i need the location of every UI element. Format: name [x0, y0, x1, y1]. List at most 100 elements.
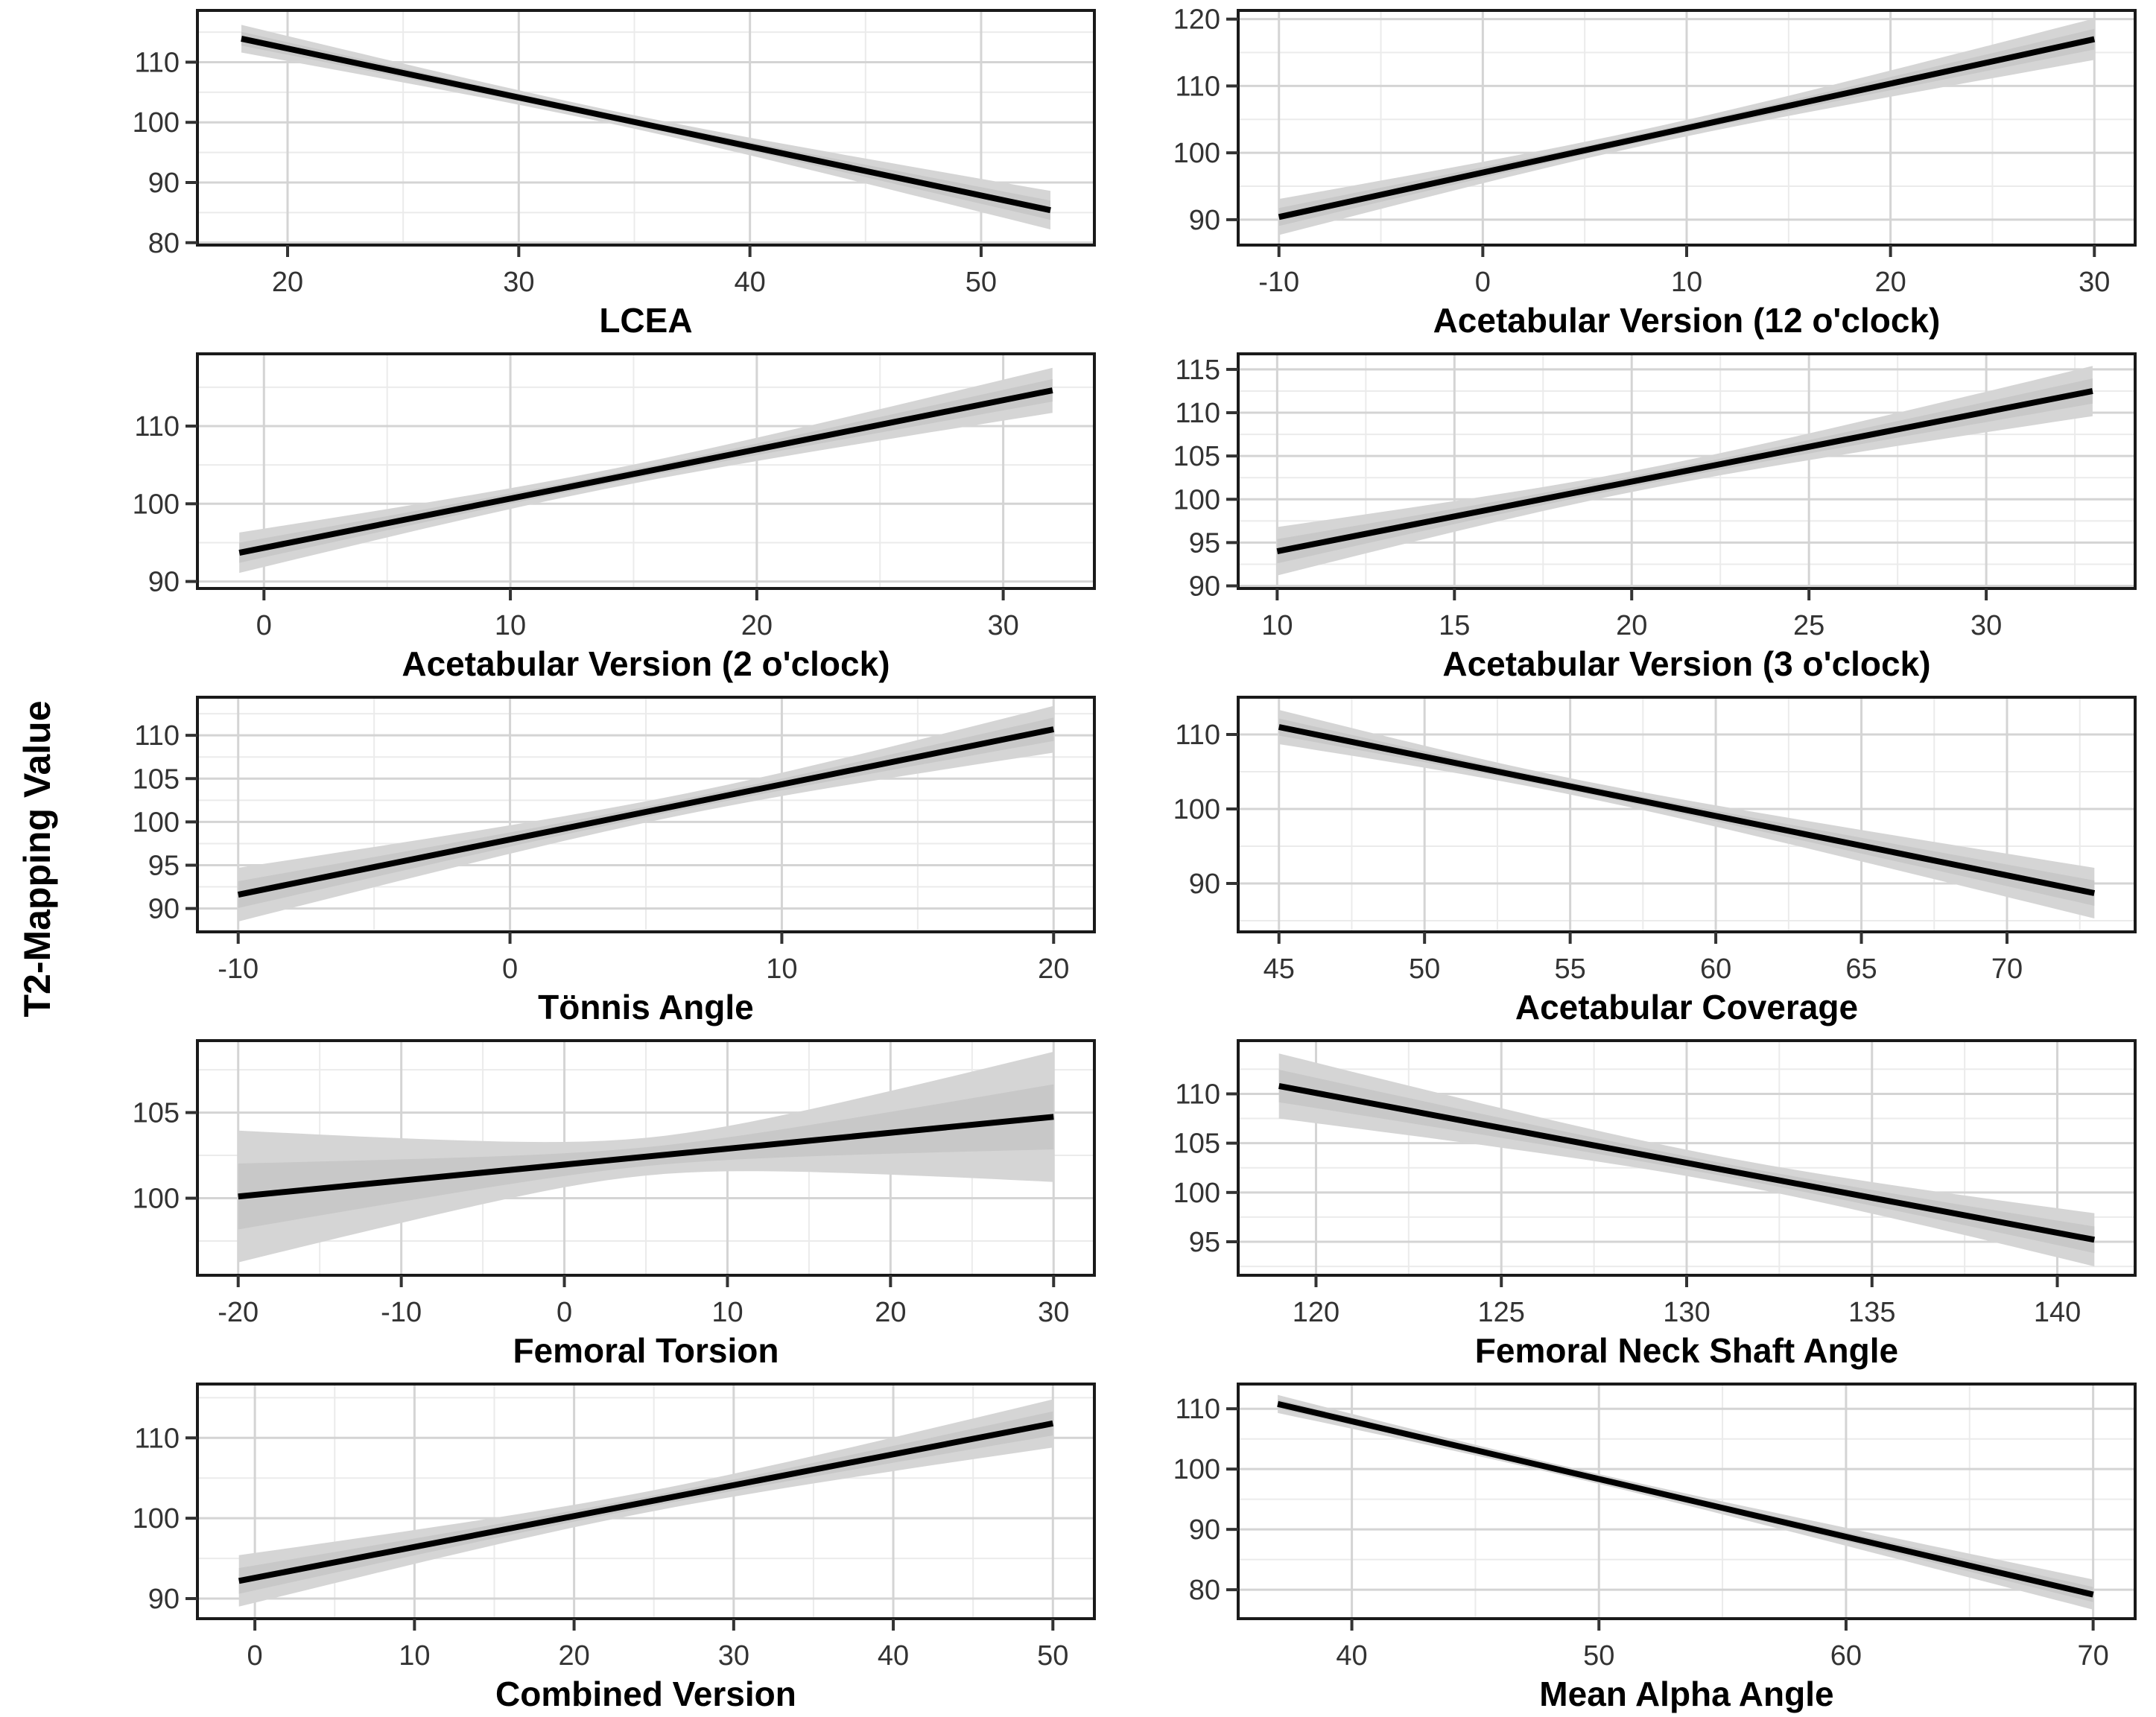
svg-text:60: 60	[1700, 953, 1731, 985]
chart-canvas: -10 0 10 20 30 90 100 110 120	[1173, 4, 2137, 298]
svg-text:110: 110	[134, 47, 180, 78]
chart-canvas: -20 -10 0 10 20 30 100 105	[133, 1039, 1096, 1328]
svg-text:100: 100	[1173, 1178, 1220, 1209]
axis-tick-labels: 45 50 55 60 65 70 90 100 110	[1173, 720, 2023, 985]
svg-text:90: 90	[1189, 205, 1220, 236]
svg-text:30: 30	[718, 1640, 749, 1672]
chart-canvas: 0 10 20 30 90 100 110	[133, 352, 1096, 641]
svg-text:20: 20	[741, 610, 773, 641]
svg-text:90: 90	[148, 1584, 180, 1615]
grid-minor	[197, 1384, 1094, 1619]
panel-acetabular-version-12: -10 0 10 20 30 90 100 110 120 Acetabular Version…	[1115, 0, 2156, 343]
svg-text:110: 110	[134, 1423, 180, 1454]
svg-text:15: 15	[1439, 610, 1470, 641]
y-axis-title-column: T2-Mapping Value	[0, 0, 74, 1717]
svg-text:25: 25	[1793, 610, 1824, 641]
chart-area: 20 30 40 50 80 90 100 110	[74, 0, 1115, 343]
svg-text:90: 90	[1189, 571, 1220, 603]
svg-text:50: 50	[1409, 953, 1440, 985]
regression-line	[238, 1420, 1054, 1584]
svg-text:10: 10	[766, 953, 797, 985]
svg-text:40: 40	[878, 1640, 909, 1672]
svg-text:115: 115	[1175, 355, 1220, 386]
svg-text:50: 50	[966, 267, 997, 298]
panel-femoral-torsion: -20 -10 0 10 20 30 100 105 Femoral Torsion	[74, 1030, 1115, 1374]
svg-text:100: 100	[133, 107, 180, 139]
svg-text:-10: -10	[1258, 267, 1299, 298]
svg-text:110: 110	[134, 411, 180, 442]
axis-ticks	[186, 60, 983, 257]
svg-text:10: 10	[495, 610, 526, 641]
grid-major	[1238, 1384, 2135, 1619]
x-axis-title: Mean Alpha Angle	[1539, 1675, 1834, 1713]
axis-tick-labels: 0 10 20 30 40 50 90 100 110	[133, 1423, 1069, 1672]
svg-text:90: 90	[1189, 869, 1220, 900]
svg-text:20: 20	[1874, 267, 1906, 298]
svg-text:0: 0	[247, 1640, 263, 1672]
chart-area: 0 10 20 30 40 50 90 100 110	[74, 1374, 1115, 1717]
panel-border	[1237, 696, 2137, 933]
regression-line	[238, 387, 1053, 556]
svg-text:0: 0	[502, 953, 518, 985]
x-axis-title: Femoral Neck Shaft Angle	[1474, 1331, 1899, 1370]
svg-text:70: 70	[2077, 1640, 2108, 1672]
panel-border	[196, 1383, 1096, 1620]
svg-text:10: 10	[399, 1640, 430, 1672]
axis-ticks	[1226, 1407, 2095, 1631]
svg-text:20: 20	[272, 267, 303, 298]
regression-line	[238, 1114, 1054, 1200]
svg-text:140: 140	[2034, 1297, 2081, 1328]
svg-text:100: 100	[133, 807, 180, 838]
chart-area: -10 0 10 20 90 95 100 105 110	[74, 687, 1115, 1030]
svg-text:105: 105	[1173, 1129, 1220, 1160]
axis-tick-labels: -20 -10 0 10 20 30 100 105	[133, 1098, 1070, 1328]
x-axis-title: Acetabular Version (3 o'clock)	[1442, 644, 1931, 683]
y-axis-title: T2-Mapping Value	[16, 699, 58, 1018]
regression-line	[1276, 388, 2093, 554]
chart-canvas: 20 30 40 50 80 90 100 110	[133, 9, 1096, 298]
panel-mean-alpha-angle: 40 50 60 70 80 90 100 110 Mean Alpha Angle	[1115, 1374, 2156, 1717]
svg-text:95: 95	[1189, 527, 1220, 559]
axis-ticks	[186, 425, 1005, 600]
svg-text:55: 55	[1554, 953, 1585, 985]
regression-line	[241, 36, 1051, 214]
x-axis-title: Acetabular Version (12 o'clock)	[1433, 301, 1941, 340]
svg-text:110: 110	[1175, 1394, 1220, 1425]
svg-text:20: 20	[875, 1297, 906, 1328]
chart-canvas: -10 0 10 20 90 95 100 105 110	[133, 696, 1096, 985]
svg-text:-20: -20	[218, 1297, 259, 1328]
panel-border	[196, 352, 1096, 590]
svg-text:30: 30	[1970, 610, 2002, 641]
svg-text:110: 110	[1175, 398, 1220, 429]
axis-tick-labels: 10 15 20 25 30 90 95 100 105 110 115	[1173, 355, 2003, 641]
svg-text:50: 50	[1037, 1640, 1068, 1672]
svg-text:0: 0	[557, 1297, 572, 1328]
svg-text:135: 135	[1848, 1297, 1895, 1328]
svg-text:90: 90	[1189, 1514, 1220, 1546]
x-axis-title: LCEA	[599, 301, 693, 340]
svg-text:40: 40	[1336, 1640, 1367, 1672]
svg-text:-10: -10	[218, 953, 259, 985]
svg-text:110: 110	[134, 720, 180, 752]
chart-canvas: 10 15 20 25 30 90 95 100 105 110 115	[1173, 352, 2137, 641]
svg-text:110: 110	[1175, 720, 1220, 751]
chart-canvas: 0 10 20 30 40 50 90 100 110	[133, 1383, 1096, 1672]
svg-text:105: 105	[133, 764, 180, 795]
svg-text:10: 10	[711, 1297, 743, 1328]
chart-area: 10 15 20 25 30 90 95 100 105 110 115	[1115, 343, 2156, 687]
svg-text:20: 20	[1616, 610, 1647, 641]
svg-text:105: 105	[1173, 441, 1220, 472]
panel-border	[1237, 1383, 2137, 1620]
axis-ticks	[1226, 17, 2096, 257]
svg-text:100: 100	[133, 489, 180, 520]
chart-area: 45 50 55 60 65 70 90 100 110	[1115, 687, 2156, 1030]
chart-canvas: 40 50 60 70 80 90 100 110	[1173, 1383, 2137, 1672]
chart-area: -20 -10 0 10 20 30 100 105	[74, 1030, 1115, 1374]
axis-ticks	[1226, 1092, 2059, 1287]
axis-tick-labels: -10 0 10 20 30 90 100 110 120	[1173, 4, 2111, 298]
chart-canvas: 120 125 130 135 140 95 100 105 110	[1173, 1039, 2137, 1328]
svg-text:50: 50	[1583, 1640, 1614, 1672]
axis-ticks	[186, 734, 1056, 944]
axis-tick-labels: 0 10 20 30 90 100 110	[133, 411, 1019, 641]
panel-border	[1237, 352, 2137, 590]
